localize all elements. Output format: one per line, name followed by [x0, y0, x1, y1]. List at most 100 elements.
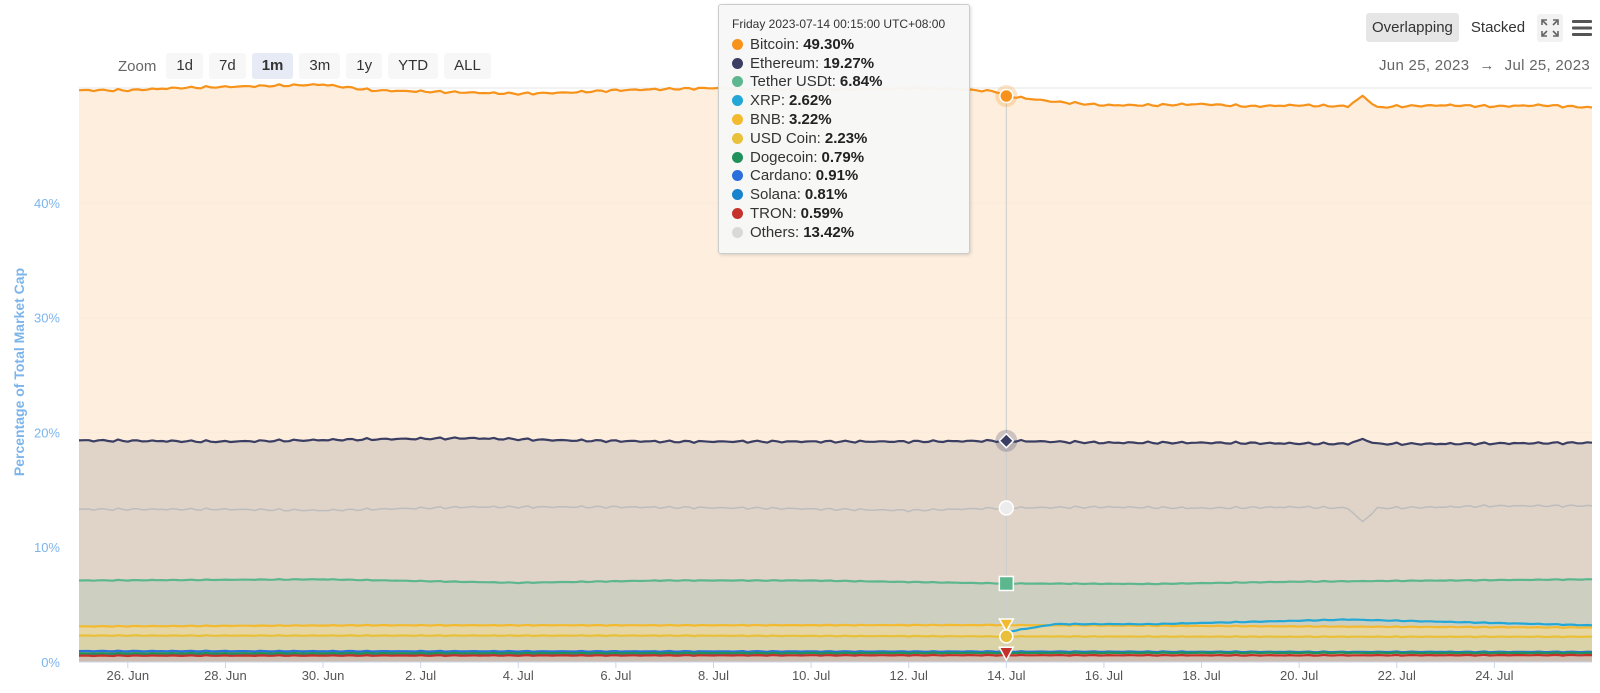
tooltip-series-value: 2.62%	[789, 92, 832, 110]
tooltip-series-name: XRP:	[750, 92, 786, 110]
tooltip-series-value: 0.59%	[800, 205, 844, 223]
legend-dot-icon	[732, 76, 743, 88]
x-tick-label: 26. Jun	[106, 668, 149, 683]
line-usd-coin	[78, 634, 1593, 639]
line-bnb	[78, 623, 1593, 629]
zoom-1d-button[interactable]: 1d	[166, 53, 204, 79]
x-tick-label: 12. Jul	[890, 668, 928, 683]
bitcoin-marker	[999, 88, 1014, 104]
y-axis-title: Percentage of Total Market Cap	[11, 267, 27, 477]
x-tick-label: 18. Jul	[1182, 668, 1220, 683]
tooltip-series-name: Bitcoin:	[750, 35, 800, 53]
tooltip-series-value: 49.30%	[803, 35, 855, 53]
x-tick-label: 14. Jul	[987, 668, 1025, 683]
line-ethereum	[78, 436, 1593, 446]
tooltip-series-name: Dogecoin:	[750, 148, 818, 166]
fullscreen-icon[interactable]	[1537, 13, 1564, 42]
tooltip-series-value: 0.91%	[815, 167, 859, 185]
y-axis: 0% 10% 20% 30% 40%	[34, 196, 60, 670]
line-xrp	[1006, 618, 1593, 633]
x-tick-label: 22. Jul	[1378, 668, 1416, 683]
x-axis: 26. Jun 28. Jun 30. Jun 2. Jul 4. Jul 6. Jul 8…	[79, 661, 1592, 683]
legend-dot-icon	[732, 208, 743, 220]
tooltip-row-ethereum: Ethereum: 19.27%	[732, 54, 956, 73]
tooltip-series-value: 0.79%	[821, 148, 865, 166]
tooltip-series-value: 2.23%	[824, 129, 868, 147]
x-tick-label: 24. Jul	[1475, 668, 1513, 683]
tooltip-rows: Bitcoin: 49.30% Ethereum: 19.27% Tether USDt…	[732, 35, 956, 242]
tooltip-series-name: BNB:	[750, 111, 786, 129]
line-dogecoin	[78, 651, 1593, 655]
others-marker	[998, 500, 1015, 516]
tooltip: Friday 2023-07-14 00:15:00 UTC+08:00 Bit…	[718, 4, 970, 254]
zoom-1m-button[interactable]: 1m	[251, 53, 294, 79]
x-tick-label: 30. Jun	[302, 668, 345, 683]
hover-markers	[995, 85, 1018, 662]
legend-dot-icon	[732, 132, 743, 144]
y-tick-label: 30%	[34, 311, 60, 326]
tooltip-row-xrp: XRP: 2.62%	[732, 91, 956, 110]
tooltip-series-value: 19.27%	[823, 54, 875, 72]
x-tick-label: 10. Jul	[792, 668, 830, 683]
tooltip-series-value: 6.84%	[839, 73, 883, 91]
range-to[interactable]: Jul 25, 2023	[1504, 57, 1590, 74]
tooltip-row-dogecoin: Dogecoin: 0.79%	[732, 148, 956, 167]
tooltip-series-name: Cardano:	[750, 167, 812, 185]
range-from[interactable]: Jun 25, 2023	[1379, 57, 1470, 74]
tooltip-series-name: TRON:	[750, 205, 797, 223]
legend-dot-icon	[732, 57, 743, 69]
y-tick-label: 40%	[34, 196, 60, 211]
legend-dot-icon	[732, 38, 743, 50]
tooltip-series-name: Solana:	[750, 186, 801, 204]
date-range: Jun 25, 2023 → Jul 25, 2023	[1379, 57, 1590, 74]
tron-marker	[998, 646, 1015, 662]
tooltip-series-name: Tether USDt:	[750, 73, 836, 91]
tooltip-series-name: USD Coin:	[750, 129, 821, 147]
line-tron	[78, 653, 1593, 658]
ethereum-marker	[998, 432, 1015, 449]
tooltip-row-tron: TRON: 0.59%	[732, 204, 956, 223]
x-tick-label: 4. Jul	[503, 668, 534, 683]
zoom-label: Zoom	[118, 57, 157, 75]
tether-marker	[998, 575, 1015, 592]
x-tick-label: 28. Jun	[204, 668, 247, 683]
tooltip-row-bnb: BNB: 3.22%	[732, 110, 956, 129]
y-tick-label: 20%	[34, 425, 60, 440]
tooltip-row-others: Others: 13.42%	[732, 223, 956, 242]
tooltip-series-value: 13.42%	[803, 223, 855, 241]
legend-dot-icon	[732, 151, 743, 163]
y-tick-label: 10%	[34, 540, 60, 555]
area-tron	[79, 654, 1592, 662]
x-tick-label: 8. Jul	[698, 668, 729, 683]
legend-dot-icon	[732, 95, 743, 107]
line-others	[78, 504, 1593, 523]
tooltip-date: Friday 2023-07-14 00:15:00 UTC+08:00	[732, 17, 946, 31]
stacked-button[interactable]: Stacked	[1464, 13, 1532, 42]
x-tick-label: 16. Jul	[1085, 668, 1123, 683]
legend-dot-icon	[732, 189, 743, 201]
zoom-1y-button[interactable]: 1y	[346, 53, 383, 79]
tooltip-row-solana: Solana: 0.81%	[732, 185, 956, 204]
legend-dot-icon	[732, 114, 743, 126]
tooltip-series-name: Ethereum:	[750, 54, 820, 72]
hamburger-menu-icon[interactable]	[1569, 14, 1595, 42]
legend-dot-icon	[732, 226, 743, 238]
overlapping-button[interactable]: Overlapping	[1366, 13, 1459, 42]
tooltip-series-name: Others:	[750, 223, 800, 241]
y-tick-label: 0%	[41, 655, 60, 670]
tooltip-row-tether-usdt: Tether USDt: 6.84%	[732, 73, 956, 92]
tooltip-series-value: 0.81%	[804, 186, 848, 204]
legend-dot-icon	[732, 170, 743, 182]
mode-bar: Overlapping Stacked	[1366, 13, 1595, 42]
tooltip-series-value: 3.22%	[789, 111, 832, 129]
zoom-3m-button[interactable]: 3m	[299, 53, 341, 79]
x-tick-label: 6. Jul	[600, 668, 631, 683]
bnb-marker	[998, 618, 1015, 633]
zoom-7d-button[interactable]: 7d	[209, 53, 246, 79]
x-tick-label: 2. Jul	[405, 668, 436, 683]
zoom-all-button[interactable]: ALL	[444, 53, 491, 79]
zoom-ytd-button[interactable]: YTD	[388, 53, 439, 79]
range-arrow: →	[1479, 57, 1495, 74]
usd-coin-marker	[999, 629, 1014, 644]
